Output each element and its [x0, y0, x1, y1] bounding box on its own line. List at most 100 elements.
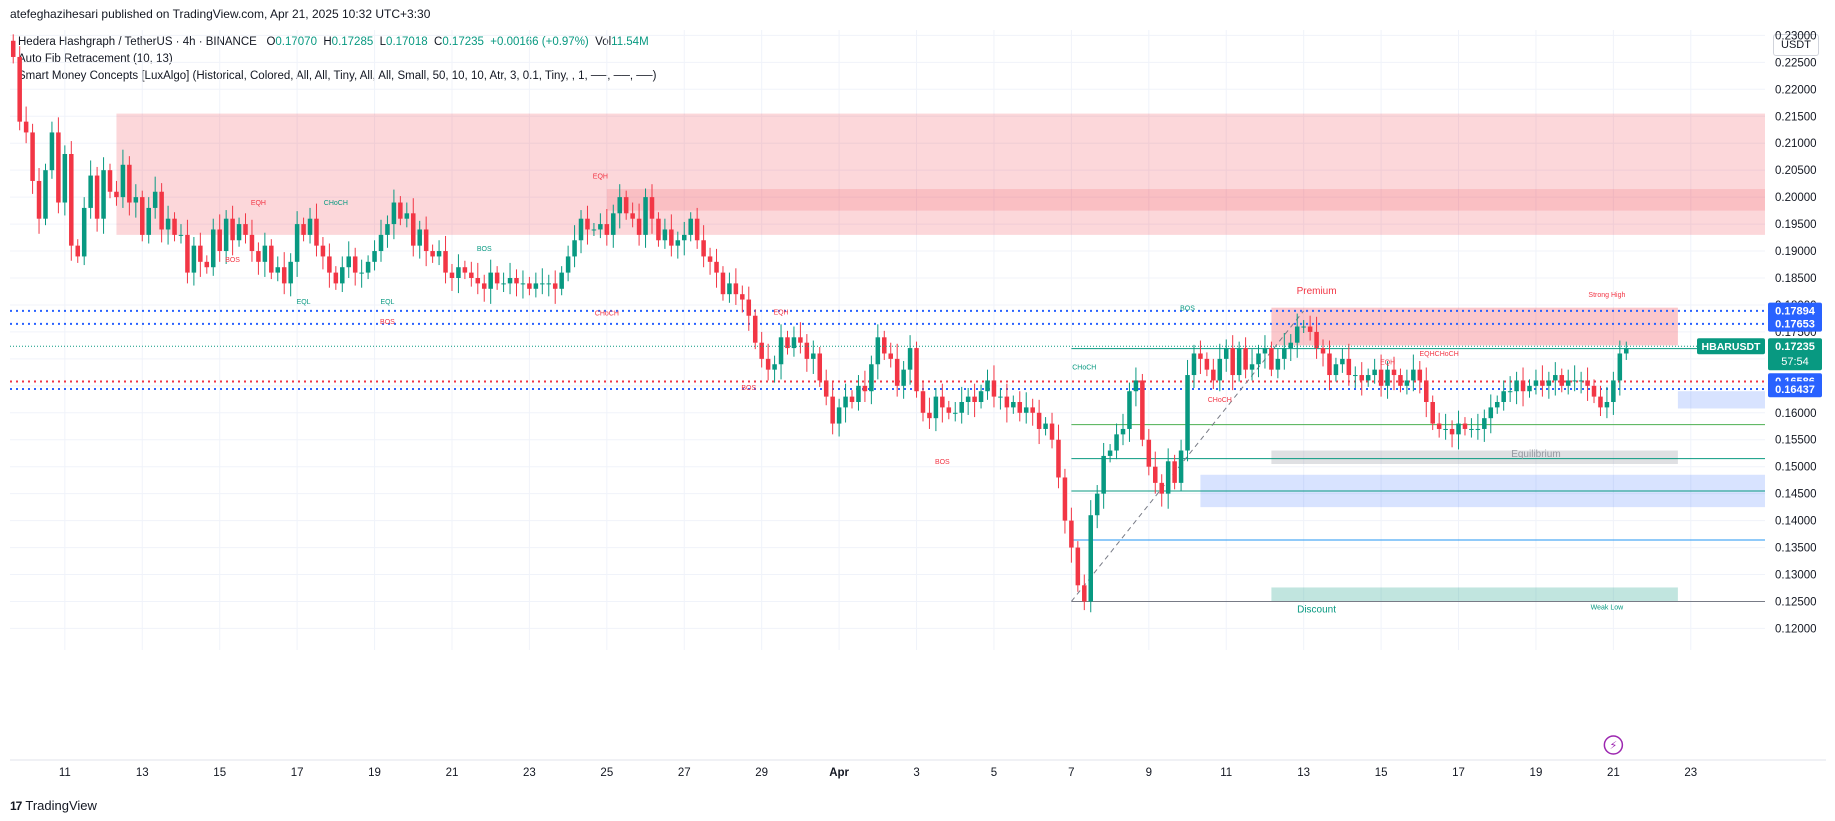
brand-name: TradingView	[25, 798, 97, 813]
candle-body	[1301, 326, 1306, 328]
close-value: 0.17235	[442, 36, 484, 48]
candle-body	[578, 218, 584, 241]
candle-body	[172, 218, 177, 235]
candle-body	[1540, 380, 1545, 386]
candle-body	[804, 342, 810, 359]
candle-body	[185, 234, 190, 273]
fib-trend-line	[1070, 310, 1305, 602]
candle-body	[611, 213, 616, 235]
candle-body	[778, 337, 784, 365]
structure-label: Equilibrium	[1511, 449, 1560, 460]
zone-supply-inner	[606, 189, 1765, 211]
close-label: C	[434, 36, 443, 48]
candle-body	[1359, 375, 1364, 381]
candle-body	[1533, 380, 1539, 386]
candle-body	[604, 224, 610, 235]
candle-body	[107, 170, 113, 192]
event-lightning-icon	[1603, 735, 1624, 755]
candle-body	[1527, 385, 1532, 392]
candle-body	[817, 353, 823, 381]
candle-body	[933, 396, 939, 419]
price-tick-label: 0.12000	[1775, 623, 1817, 635]
candle-body	[785, 337, 790, 349]
candle-body	[269, 245, 274, 273]
candle-body	[894, 358, 900, 386]
zone-equilibrium	[1271, 450, 1678, 464]
candle-body	[772, 364, 777, 370]
price-tick-label: 0.21500	[1775, 111, 1817, 123]
candle-body	[998, 396, 1003, 398]
candle-body	[1043, 423, 1048, 429]
candle-body	[1462, 423, 1468, 429]
indicator-fib[interactable]: Auto Fib Retracement (10, 13)	[18, 53, 173, 65]
candle-body	[1269, 348, 1274, 370]
structure-label: BOS	[741, 385, 756, 392]
structure-label: EQH	[251, 200, 266, 207]
candle-body	[1411, 369, 1416, 381]
symbol-info[interactable]: Hedera Hashgraph / TetherUS · 4h · BINAN…	[18, 36, 257, 48]
candle-body	[1133, 380, 1139, 392]
time-tick-label: 23	[523, 767, 536, 779]
candle-body	[1062, 477, 1068, 521]
candle-body	[1004, 396, 1010, 408]
candle-body	[914, 348, 919, 392]
indicator-smc[interactable]: Smart Money Concepts [LuxAlgo] (Historic…	[18, 70, 657, 82]
candle-body	[1262, 348, 1268, 354]
candle-body	[23, 121, 29, 133]
candle-body	[1572, 380, 1577, 382]
candle-body	[114, 191, 119, 198]
structure-label: EQH	[593, 173, 608, 180]
price-tag-label: 0.17894	[1775, 306, 1816, 318]
price-tag-box	[1768, 381, 1822, 398]
candle-body	[501, 283, 506, 285]
price-tick-label: 0.18500	[1775, 273, 1817, 285]
candle-body	[178, 234, 184, 236]
candle-body	[1159, 482, 1164, 494]
zone-demand-1	[1200, 474, 1765, 508]
candle-body	[1404, 380, 1410, 386]
structure-label: EQL	[297, 299, 311, 306]
candle-body	[1185, 375, 1190, 451]
candle-body	[856, 385, 861, 402]
candle-body	[520, 283, 526, 285]
candle-body	[1294, 326, 1300, 343]
candle-body	[1591, 385, 1597, 397]
candle-body	[191, 245, 197, 273]
price-axis[interactable]: 0.230000.225000.220000.215000.210000.205…	[1775, 30, 1817, 635]
candle-body	[978, 391, 984, 402]
candle-body	[727, 283, 732, 295]
candle-body	[101, 170, 106, 219]
candle-body	[752, 315, 758, 343]
candle-body	[1256, 353, 1261, 365]
candle-body	[1565, 380, 1571, 386]
time-axis[interactable]: 11 13 15 17 19 21 23 25 27 29 Apr 3 5 7 9 11 13 15 17 19 21 2…	[10, 735, 1826, 779]
candle-body	[430, 251, 435, 257]
candle-body	[359, 272, 364, 274]
event-lightning-glyph: ⚡	[1610, 740, 1618, 752]
currency-button[interactable]: USDT	[1773, 34, 1819, 56]
candle-body	[378, 234, 384, 252]
candle-body	[1075, 547, 1081, 586]
candle-body	[443, 251, 448, 273]
candle-body	[275, 267, 281, 273]
candle-body	[1223, 348, 1229, 359]
candle-body	[281, 267, 287, 284]
candle-body	[940, 396, 945, 408]
candle-body	[327, 256, 332, 273]
candle-body	[1120, 428, 1126, 435]
tradingview-footer[interactable]: 17 TradingView	[10, 798, 97, 813]
candle-body	[236, 224, 242, 241]
symbol-ohlc-row[interactable]: Hedera Hashgraph / TetherUS · 4h · BINAN…	[18, 34, 656, 51]
candle-body	[681, 234, 687, 241]
time-tick-label: 25	[600, 767, 613, 779]
candle-body	[1598, 396, 1603, 408]
structure-label: BOS	[225, 257, 240, 264]
time-tick-label: 7	[1068, 767, 1074, 779]
price-tick-label: 0.22000	[1775, 84, 1817, 96]
candle-body	[1127, 391, 1132, 429]
structure-label: EQH	[1380, 359, 1395, 366]
candle-body	[1288, 342, 1294, 349]
candle-body	[481, 283, 487, 289]
candle-body	[1520, 380, 1526, 392]
